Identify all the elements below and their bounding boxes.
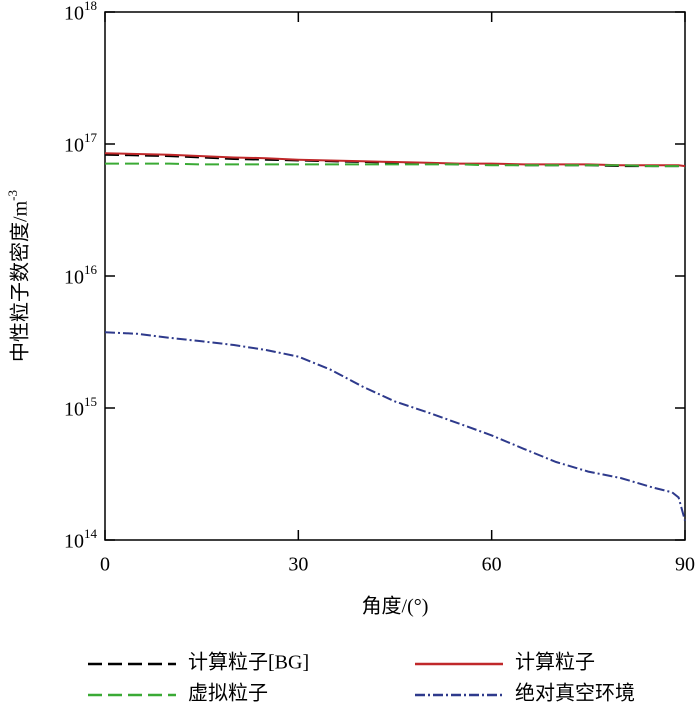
y-tick-label: 1014	[64, 526, 98, 553]
series-line	[104, 152, 686, 168]
plot-frame	[104, 11, 686, 541]
legend-label: 计算粒子	[515, 651, 595, 674]
legend-label: 绝对真空环境	[515, 682, 635, 705]
x-tick-label: 60	[482, 554, 502, 576]
y-tick-label: 1015	[64, 394, 97, 421]
legend-label: 虚拟粒子	[188, 682, 268, 705]
y-tick-label: 1016	[64, 262, 98, 289]
x-tick-label: 0	[100, 554, 110, 576]
x-tick-label: 30	[288, 554, 308, 576]
y-tick-label: 1018	[64, 0, 97, 25]
y-axis-label: 中性粒子数密度/m-3	[5, 190, 32, 362]
x-axis-label: 角度/(°)	[362, 595, 429, 618]
series-line	[105, 162, 686, 169]
series-line	[104, 331, 686, 521]
y-tick-label: 1017	[64, 130, 98, 157]
x-tick-label: 90	[675, 554, 695, 576]
legend-label: 计算粒子[BG]	[188, 651, 309, 674]
